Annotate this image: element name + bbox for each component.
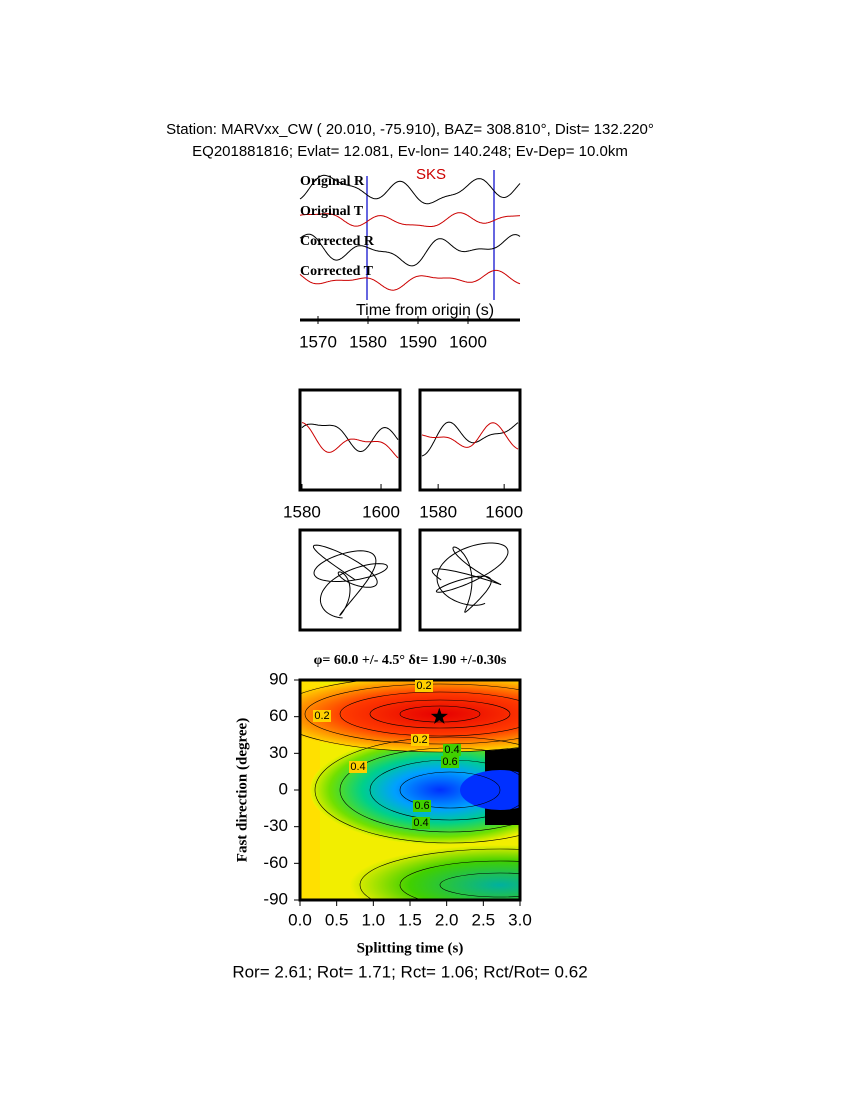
y-tick-label: 30 — [269, 743, 288, 762]
x-axis-label: Splitting time (s) — [357, 940, 464, 956]
waveform — [299, 269, 521, 291]
x-tick-label: 1600 — [485, 502, 523, 521]
y-tick-label: 90 — [269, 669, 288, 688]
y-tick-label: 0 — [279, 779, 288, 798]
contour-label-box — [441, 756, 459, 768]
x-axis-label: Time from origin (s) — [356, 302, 494, 319]
waveform — [301, 423, 399, 452]
contour-label: 0.2 — [416, 680, 431, 692]
waveform — [421, 421, 519, 457]
contour-label-box — [349, 761, 367, 773]
x-tick-label: 1600 — [362, 502, 400, 521]
contour-label-box — [415, 680, 433, 692]
panel-frame — [298, 528, 402, 632]
header-line: Station: MARVxx_CW ( 20.010, -75.910), B… — [166, 121, 654, 138]
best-fit-marker — [430, 707, 448, 724]
x-tick-label: 1600 — [449, 332, 487, 351]
x-tick-label: 1.0 — [362, 910, 386, 929]
y-tick-label: -60 — [263, 853, 288, 872]
x-tick-label: 0.5 — [325, 910, 349, 929]
contour-label-box — [413, 800, 431, 812]
x-tick-label: 2.5 — [472, 910, 496, 929]
phase-label: SKS — [416, 166, 446, 183]
particle-motion-trace — [431, 542, 509, 613]
contour-label-box — [313, 710, 331, 722]
contour-label: 0.4 — [444, 744, 459, 756]
contour-label: 0.6 — [414, 800, 429, 812]
panel-frame — [298, 388, 402, 492]
y-tick-label: 60 — [269, 706, 288, 725]
y-axis-label: Fast direction (degree) — [234, 718, 250, 862]
waveform — [421, 422, 519, 450]
x-tick-label: 1580 — [349, 332, 387, 351]
contour-label: 0.4 — [413, 817, 428, 829]
trace-label: Corrected R — [300, 234, 375, 249]
y-tick-label: -30 — [263, 816, 288, 835]
header-line: EQ201881816; Evlat= 12.081, Ev-lon= 140.… — [192, 143, 628, 160]
waveform — [299, 233, 521, 267]
contour-label: 0.2 — [314, 710, 329, 722]
panel-frame — [418, 528, 522, 632]
contour-label-box — [411, 734, 429, 746]
x-tick-label: 1580 — [283, 502, 321, 521]
x-tick-label: 3.0 — [508, 910, 532, 929]
trace-label: Original T — [300, 204, 364, 219]
x-tick-label: 1570 — [299, 332, 337, 351]
contour-label: 0.6 — [442, 756, 457, 768]
x-tick-label: 1590 — [399, 332, 437, 351]
x-tick-label: 1.5 — [398, 910, 422, 929]
contour-title: φ= 60.0 +/- 4.5° δt= 1.90 +/-0.30s — [314, 653, 507, 668]
y-tick-label: -90 — [263, 889, 288, 908]
waveform — [299, 212, 521, 227]
trace-label: Corrected T — [300, 264, 374, 279]
x-tick-label: 0.0 — [288, 910, 312, 929]
contour-label-box — [412, 817, 430, 829]
particle-motion-trace — [312, 544, 388, 619]
x-tick-label: 2.0 — [435, 910, 459, 929]
waveform — [301, 422, 399, 459]
panel-frame — [418, 388, 522, 492]
footer: Ror= 2.61; Rot= 1.71; Rct= 1.06; Rct/Rot… — [232, 962, 587, 981]
contour-label: 0.2 — [412, 734, 427, 746]
contour-label-box — [443, 744, 461, 756]
contour-label: 0.4 — [350, 761, 365, 773]
trace-label: Original R — [300, 174, 365, 189]
waveform — [299, 174, 521, 205]
x-tick-label: 1580 — [419, 502, 457, 521]
